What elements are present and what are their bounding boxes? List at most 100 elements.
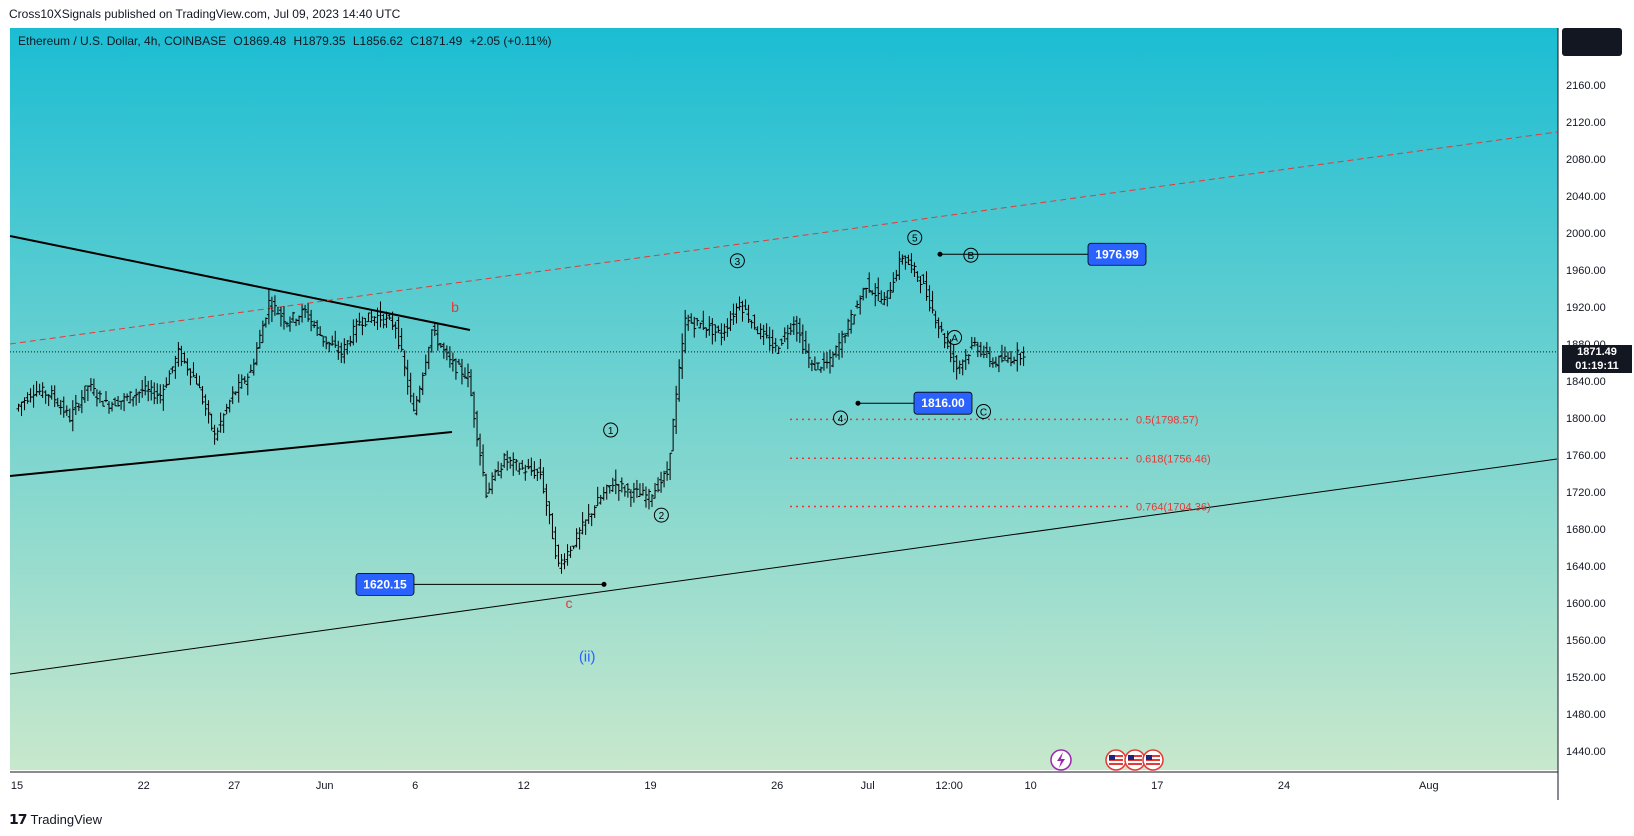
ohlc-bar [861,287,866,301]
ohlc-bar [64,405,69,416]
ohlc-bar [677,359,682,402]
ohlc-bar [622,485,627,497]
ohlc-bar [19,401,24,417]
ohlc-bar [330,335,335,346]
ohlc-bar [978,342,983,358]
ohlc-bar [49,385,54,400]
ohlc-bar [710,318,715,345]
wave-label[interactable]: c [566,595,573,611]
wave-label[interactable]: (ii) [579,649,596,666]
wave-label[interactable]: 5 [912,234,918,245]
ohlc-bar [1008,350,1013,367]
fib-levels[interactable]: 0.5(1798.57) 0.618(1756.46) 0.764(1704.36) [790,414,1211,513]
ohlc-bar [408,372,413,403]
ohlc-bar [288,316,293,332]
wave-annotations[interactable]: 1976.99 1816.00 1620.15 b c (ii) 1 2 3 4 5 A B C [355,230,1147,666]
us-flag-icon[interactable] [1105,749,1127,771]
ohlc-bar [939,321,944,333]
us-flag-icon[interactable] [1124,749,1146,771]
ohlc-bar [134,388,139,406]
y-tick-label: 1600.00 [1566,598,1606,610]
ohlc-bar [695,317,700,326]
ohlc-bar [309,309,314,332]
anchor-dot [937,251,943,257]
ohlc-bar [683,309,688,354]
ohlc-bar [100,400,105,407]
ohlc-bar [453,358,458,380]
ohlc-bar [128,391,133,404]
ohlc-bar [303,304,308,318]
ohlc-bar [523,464,528,481]
ohlc-bar [855,300,860,309]
ohlc-bar [327,341,332,353]
wave-label[interactable]: C [980,408,987,419]
ohlc-bar [191,362,196,377]
ohlc-bar [318,326,323,337]
ohlc-bar [417,385,422,403]
ohlc-bar [266,289,271,325]
flag-canton [1128,755,1134,760]
price-label-box[interactable] [355,572,415,596]
ohlc-bar [818,366,823,373]
ohlc-bar [643,486,648,508]
price-label-text: 1976.99 [1095,247,1139,261]
support-trendline[interactable] [9,458,1558,675]
ohlc-bar [767,326,772,351]
price-label-box[interactable] [913,391,973,415]
trendlines[interactable] [9,131,1558,675]
wave-label[interactable]: b [451,299,459,315]
wave-label[interactable]: 2 [659,511,665,522]
ohlc-bar [888,281,893,299]
ohlc-bar [607,484,612,494]
ohlc-bar [345,339,350,355]
x-tick-label: Aug [1419,780,1439,792]
ohlc-bar [867,272,872,293]
wave-label[interactable]: A [951,334,958,345]
ohlc-bar [152,382,157,405]
price-axis[interactable]: 2160.00 2120.00 2080.00 2040.00 2000.00 1960.… [1566,80,1606,758]
ohlc-bar [514,458,519,471]
ohlc-bar [405,359,410,395]
tradingview-brand[interactable]: 𝟭𝟳 TradingView [9,811,102,828]
triangle-upper-line[interactable] [9,235,471,331]
ohlc-bar [656,477,661,493]
ohlc-bar [209,413,214,431]
ohlc-bar [378,301,383,328]
time-axis[interactable]: 15 22 27 Jun 6 12 19 26 Jul 12:00 10 17 24 Aug [11,780,1439,792]
ohlc-bar [843,332,848,344]
flag-stripe [1128,761,1142,763]
ohlc-bar [809,359,814,372]
alert-box[interactable] [1562,28,1622,56]
anchor-dot [855,400,861,406]
wave-label[interactable]: 1 [608,426,614,437]
ohlc-bar [876,277,881,302]
ohlc-bar [399,328,404,352]
wave-circle [947,330,963,346]
resistance-trendline[interactable] [9,131,1558,345]
ohlc-bar [275,306,280,315]
wave-label[interactable]: 3 [735,257,741,268]
ohlc-bar [846,318,851,337]
fib-label: 0.764(1704.36) [1136,501,1211,513]
lightning-glyph [1057,752,1065,768]
ohlc-bar [613,469,618,495]
ohlc-bar [384,311,389,328]
price-label-text: 1816.00 [921,396,965,410]
triangle-lower-line[interactable] [9,431,453,477]
ohlc-bar [179,345,184,367]
ohlc-bar [604,484,609,500]
ohlc-bar [411,392,416,412]
ohlc-bar [227,399,232,413]
price-label-box[interactable] [1087,242,1147,266]
ohlc-bar [598,494,603,505]
ohlc-bar [879,290,884,304]
us-flag-icon[interactable] [1142,749,1164,771]
event-icons[interactable] [1050,749,1164,771]
wave-label[interactable]: 4 [838,414,844,425]
wave-label[interactable]: B [968,251,975,262]
ohlc-bar [438,342,443,348]
ohlc-bar [852,314,857,325]
y-tick-label: 1480.00 [1566,709,1606,721]
y-tick-label: 2160.00 [1566,80,1606,92]
